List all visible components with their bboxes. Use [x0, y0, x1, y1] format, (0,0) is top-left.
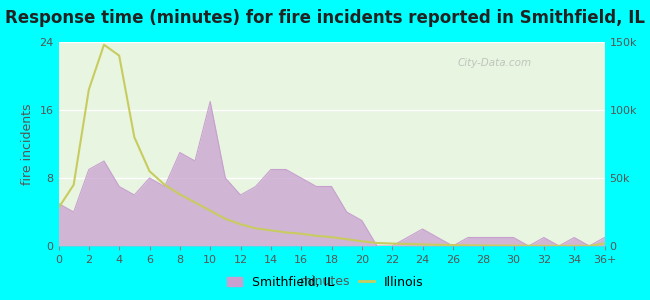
Y-axis label: fire incidents: fire incidents: [21, 103, 34, 185]
Text: minutes: minutes: [300, 275, 350, 288]
Text: Response time (minutes) for fire incidents reported in Smithfield, IL: Response time (minutes) for fire inciden…: [5, 9, 645, 27]
Text: City-Data.com: City-Data.com: [457, 58, 531, 68]
Legend: Smithfield, IL, Illinois: Smithfield, IL, Illinois: [222, 271, 428, 294]
